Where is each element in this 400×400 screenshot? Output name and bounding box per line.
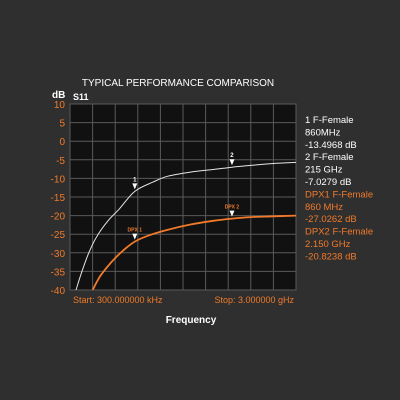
marker-readout-line: 2.150 GHz — [305, 239, 351, 250]
plot-parameter-label: S11 — [73, 92, 89, 102]
marker-readout-line: 860MHz — [305, 127, 341, 138]
y-tick-label: 0 — [59, 137, 65, 148]
markers: 1 2 DPX 1 DPX 2 — [128, 153, 240, 240]
y-axis-ticks: 10 5 0 -5 -10 -15 -20 -25 -30 -35 -40 — [51, 100, 66, 297]
marker-readout-line: 2 F-Female — [305, 152, 354, 163]
marker-readout-line: -13.4968 dB — [305, 140, 357, 151]
series-traces — [75, 161, 296, 290]
y-tick-label: -25 — [51, 230, 66, 241]
y-tick-label: -35 — [51, 267, 66, 278]
marker-label: 1 — [133, 177, 137, 183]
series-line-dpx-f-female — [91, 214, 296, 290]
marker-readout-line: 215 GHz — [305, 165, 343, 176]
marker-label: 2 — [230, 153, 234, 159]
y-tick-label: -20 — [51, 212, 66, 223]
marker-readout-line: -20.8238 dB — [305, 251, 357, 262]
marker-readout-line: -27.0262 dB — [305, 214, 357, 225]
y-tick-label: -5 — [56, 156, 65, 167]
marker-triangle — [229, 159, 235, 166]
marker-readout-line: DPX2 F-Female — [305, 227, 373, 238]
y-axis-unit-label: dB — [52, 90, 65, 101]
plot-border — [69, 103, 297, 291]
marker-label: DPX 2 — [225, 205, 240, 211]
x-axis-label: Frequency — [166, 315, 217, 326]
y-tick-label: 5 — [59, 119, 65, 130]
y-tick-label: -10 — [51, 174, 66, 185]
chart-title: TYPICAL PERFORMANCE COMPARISON — [82, 78, 274, 89]
y-tick-label: -30 — [51, 249, 66, 260]
marker-triangle — [132, 183, 138, 190]
marker-readout-line: DPX1 F-Female — [305, 189, 373, 200]
marker-readout-line: -7.0279 dB — [305, 177, 351, 188]
x-stop-label: Stop: 3.000000 gHz — [214, 295, 294, 305]
marker-readout-line: 1 F-Female — [305, 115, 354, 126]
y-tick-label: -40 — [51, 286, 66, 297]
marker-readout-line: 860 MHz — [305, 202, 343, 213]
series-line-f-female — [75, 161, 296, 290]
marker-triangle — [229, 210, 235, 217]
marker-triangle — [132, 233, 138, 240]
marker-label: DPX 1 — [128, 228, 143, 234]
y-tick-label: 10 — [54, 100, 66, 111]
grid — [69, 103, 297, 291]
x-start-label: Start: 300.000000 kHz — [73, 295, 163, 305]
y-tick-label: -15 — [51, 193, 66, 204]
